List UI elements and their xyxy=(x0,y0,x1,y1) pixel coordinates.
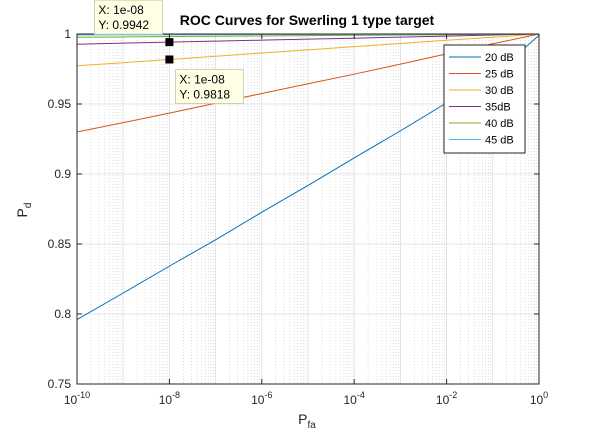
y-tick-label: 0.85 xyxy=(48,237,72,251)
x-tick-label-exponent: -2 xyxy=(449,390,457,400)
x-axis-label-main: P xyxy=(298,411,307,427)
x-tick-label: 10-8 xyxy=(159,390,180,407)
x-tick-labels: 10-10 10-8 10-6 10-4 10-2 100 xyxy=(64,390,548,407)
y-tick-label: 0.95 xyxy=(48,97,72,111)
y-tick-label: 0.9 xyxy=(54,167,71,181)
x-tick-label-base: 10 xyxy=(64,393,78,407)
datatip-box xyxy=(174,69,244,104)
x-tick-label-base: 10 xyxy=(251,393,265,407)
legend-label: 45 dB xyxy=(485,135,514,147)
y-axis-label-sub: d xyxy=(23,203,34,209)
y-tick-label: 1 xyxy=(64,27,71,41)
legend-label: 35dB xyxy=(485,102,511,114)
x-tick-label-base: 10 xyxy=(344,393,358,407)
y-tick-label: 0.8 xyxy=(54,307,71,321)
datatip-marker[interactable] xyxy=(165,38,174,47)
datatip-y-text: Y: 0.9818 xyxy=(179,87,230,101)
legend-label: 40 dB xyxy=(485,118,514,130)
x-tick-label-base: 10 xyxy=(530,393,544,407)
datatip-x-text: X: 1e-08 xyxy=(179,72,225,86)
legend-entry: 45 dB xyxy=(449,135,514,147)
x-tick-label: 10-2 xyxy=(436,390,457,407)
x-tick-label-exponent: -10 xyxy=(77,390,90,400)
x-axis-label: Pfa xyxy=(298,411,316,431)
datatip-marker[interactable] xyxy=(165,55,174,64)
datatip-y-text: Y: 0.9942 xyxy=(98,18,149,32)
x-tick-label-exponent: -4 xyxy=(357,390,365,400)
legend-entry: 40 dB xyxy=(449,118,514,130)
legend-entry: 25 dB xyxy=(449,69,514,81)
chart-title: ROC Curves for Swerling 1 type target xyxy=(180,12,435,28)
series-line xyxy=(76,33,540,67)
legend: 20 dB 25 dB 30 dB 35dB 40 dB 45 dB xyxy=(443,44,526,154)
x-tick-label: 10-10 xyxy=(64,390,90,407)
x-tick-label-base: 10 xyxy=(436,393,450,407)
plot-frame xyxy=(76,33,540,385)
y-tick-label: 0.75 xyxy=(48,377,72,391)
x-tick-label-exponent: -8 xyxy=(172,390,180,400)
x-axis-label-sub: fa xyxy=(308,420,317,431)
datatip[interactable]: X: 1e-08Y: 0.9942 xyxy=(94,0,174,47)
legend-entry: 30 dB xyxy=(449,85,514,97)
x-tick-label: 10-4 xyxy=(344,390,365,407)
legend-label: 30 dB xyxy=(485,85,514,97)
legend-label: 20 dB xyxy=(485,52,514,64)
x-tick-label-exponent: 0 xyxy=(543,390,548,400)
x-tick-label-exponent: -6 xyxy=(264,390,272,400)
datatip-x-text: X: 1e-08 xyxy=(98,3,144,17)
x-tick-label-base: 10 xyxy=(159,393,173,407)
x-tick-label: 10-6 xyxy=(251,390,272,407)
series-line xyxy=(76,33,540,45)
x-tick-label: 100 xyxy=(530,390,548,407)
legend-box xyxy=(443,44,526,154)
legend-entry: 20 dB xyxy=(449,52,514,64)
y-axis-label-main: P xyxy=(14,208,30,217)
y-axis-label: Pd xyxy=(14,203,34,218)
legend-label: 25 dB xyxy=(485,69,514,81)
minor-grid xyxy=(90,34,538,384)
datatip[interactable]: X: 1e-08Y: 0.9818 xyxy=(165,55,244,104)
legend-entry: 35dB xyxy=(449,102,511,114)
datatip-box xyxy=(94,0,163,35)
y-tick-labels: 0.75 0.8 0.85 0.9 0.95 1 xyxy=(48,27,72,391)
